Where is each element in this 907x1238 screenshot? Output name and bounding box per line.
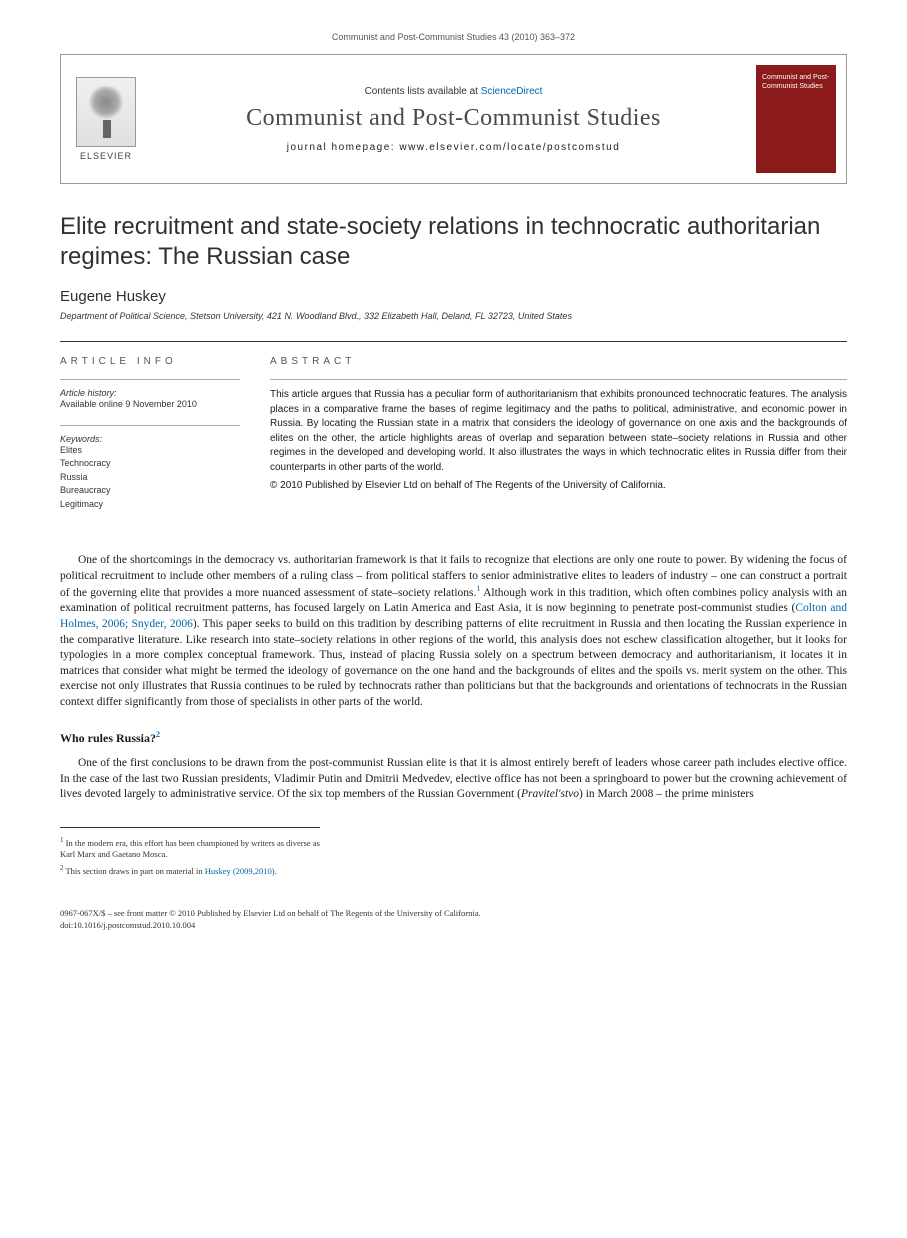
- keyword-item: Technocracy: [60, 457, 240, 471]
- cover-text: Communist and Post-Communist Studies: [762, 73, 830, 91]
- info-abstract-row: ARTICLE INFO Article history: Available …: [60, 341, 847, 525]
- publisher-name: ELSEVIER: [80, 151, 132, 161]
- author-affiliation: Department of Political Science, Stetson…: [60, 311, 847, 321]
- footnote-2: 2 This section draws in part on material…: [60, 864, 320, 878]
- keywords-list: Elites Technocracy Russia Bureaucracy Le…: [60, 444, 240, 512]
- abstract-column: ABSTRACT This article argues that Russia…: [270, 356, 847, 525]
- header-citation: Communist and Post-Communist Studies 43 …: [60, 32, 847, 42]
- footnote-citation-link[interactable]: Huskey (2009,2010): [205, 866, 275, 876]
- keyword-item: Elites: [60, 444, 240, 458]
- body-paragraph-1: One of the shortcomings in the democracy…: [60, 553, 847, 710]
- body-paragraph-2: One of the first conclusions to be drawn…: [60, 756, 847, 803]
- keyword-item: Bureaucracy: [60, 484, 240, 498]
- keywords-label: Keywords:: [60, 434, 240, 444]
- abstract-copyright: © 2010 Published by Elsevier Ltd on beha…: [270, 479, 847, 494]
- abstract-body: This article argues that Russia has a pe…: [270, 389, 847, 473]
- elsevier-tree-icon: [76, 77, 136, 147]
- footer-doi[interactable]: doi:10.1016/j.postcomstud.2010.10.004: [60, 920, 847, 932]
- journal-name: Communist and Post-Communist Studies: [246, 105, 661, 132]
- author-name[interactable]: Eugene Huskey: [60, 288, 847, 305]
- section-heading-who-rules: Who rules Russia?2: [60, 730, 847, 746]
- journal-banner: ELSEVIER Contents lists available at Sci…: [60, 54, 847, 184]
- footer-block: 0967-067X/$ – see front matter © 2010 Pu…: [60, 908, 847, 932]
- article-history-text: Available online 9 November 2010: [60, 398, 240, 411]
- article-info-column: ARTICLE INFO Article history: Available …: [60, 356, 240, 525]
- publisher-logo[interactable]: ELSEVIER: [61, 55, 151, 183]
- keywords-block: Keywords: Elites Technocracy Russia Bure…: [60, 425, 240, 512]
- footnote-2-text-a: This section draws in part on material i…: [64, 866, 205, 876]
- footer-copyright: 0967-067X/$ – see front matter © 2010 Pu…: [60, 908, 847, 920]
- heading-text: Who rules Russia?: [60, 731, 156, 745]
- banner-center: Contents lists available at ScienceDirec…: [151, 55, 756, 183]
- abstract-heading: ABSTRACT: [270, 356, 847, 367]
- sciencedirect-link[interactable]: ScienceDirect: [481, 86, 543, 97]
- footnote-ref-2[interactable]: 2: [156, 730, 160, 739]
- footnote-1: 1 In the modern era, this effort has bee…: [60, 836, 320, 862]
- page: Communist and Post-Communist Studies 43 …: [0, 0, 907, 972]
- p2-text-b: ) in March 2008 – the prime ministers: [579, 788, 754, 800]
- footnote-2-text-b: .: [275, 866, 277, 876]
- footnotes-block: 1 In the modern era, this effort has bee…: [60, 827, 320, 878]
- keyword-item: Russia: [60, 471, 240, 485]
- article-info-heading: ARTICLE INFO: [60, 356, 240, 367]
- journal-homepage[interactable]: journal homepage: www.elsevier.com/locat…: [287, 142, 621, 153]
- keyword-item: Legitimacy: [60, 498, 240, 512]
- article-history-label: Article history:: [60, 388, 240, 398]
- p1-text-c: ). This paper seeks to build on this tra…: [60, 618, 847, 708]
- footnote-1-text: In the modern era, this effort has been …: [60, 837, 320, 859]
- abstract-text: This article argues that Russia has a pe…: [270, 379, 847, 494]
- contents-available-line: Contents lists available at ScienceDirec…: [365, 86, 543, 97]
- article-history-block: Article history: Available online 9 Nove…: [60, 379, 240, 411]
- contents-prefix: Contents lists available at: [365, 86, 481, 97]
- journal-cover-thumbnail[interactable]: Communist and Post-Communist Studies: [756, 65, 836, 173]
- article-title: Elite recruitment and state-society rela…: [60, 212, 847, 272]
- p2-italic: Pravitel'stvo: [521, 788, 579, 800]
